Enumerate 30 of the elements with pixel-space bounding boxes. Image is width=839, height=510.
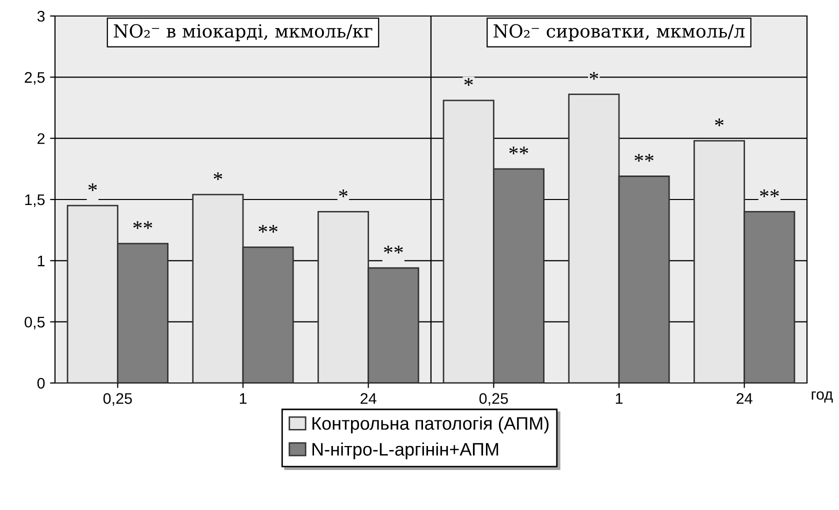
y-tick-label: 1,5 <box>25 194 45 207</box>
data-label: * <box>464 78 473 86</box>
x-tick-label: 1 <box>240 393 247 404</box>
data-label: ** <box>509 146 528 154</box>
y-tick-label: 0,5 <box>24 316 45 330</box>
chart-title: NO₂⁻ сироватки, мкмоль/л <box>494 24 745 42</box>
x-tick-label: 24 <box>736 393 752 404</box>
y-tick-label: 1 <box>38 256 45 266</box>
data-label: * <box>339 189 348 198</box>
x-tick-label: 0,25 <box>103 393 132 406</box>
y-tick-label: 2,5 <box>24 72 45 85</box>
data-label: ** <box>258 224 278 233</box>
data-label: * <box>214 172 222 180</box>
chart-title: NO₂⁻ в міокарді, мкмоль/кг <box>114 24 372 42</box>
y-tick-label: 3 <box>37 10 45 22</box>
data-label: ** <box>760 189 779 198</box>
data-label: ** <box>133 221 152 229</box>
data-label: ** <box>634 154 654 162</box>
legend-label: N-нітро-L-аргінін+АПМ <box>312 442 498 460</box>
data-label: ** <box>384 246 403 254</box>
x-tick-label: 1 <box>616 393 623 404</box>
data-label: * <box>715 118 724 126</box>
x-tick-label: 0,25 <box>479 393 508 406</box>
data-label: * <box>88 183 97 192</box>
x-tick-label: 24 <box>360 393 376 404</box>
y-tick-label: 2 <box>38 133 45 144</box>
legend-label: Контрольна патологія (АПМ) <box>312 416 549 434</box>
data-label: * <box>590 72 598 80</box>
y-tick-label: 0 <box>37 378 45 389</box>
x-axis-title: год <box>812 391 833 403</box>
